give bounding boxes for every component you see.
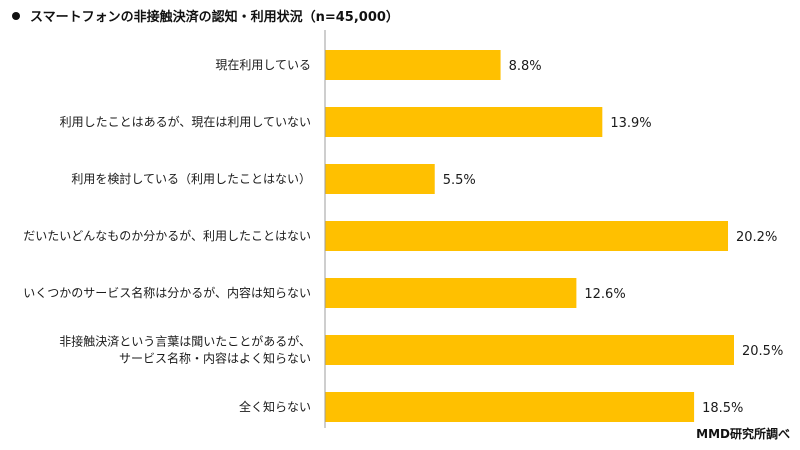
data-label-1: 8.8%	[509, 59, 542, 74]
bar-5	[325, 278, 577, 308]
category-label-6-line-1: 非接触決済という言葉は聞いたことがあるが、	[59, 334, 311, 349]
bar-1	[325, 50, 501, 80]
category-label-5: いくつかのサービス名称は分かるが、内容は知らない	[23, 285, 311, 300]
data-label-7: 18.5%	[702, 401, 743, 416]
data-label-2: 13.9%	[610, 116, 651, 131]
data-label-4: 20.2%	[736, 230, 777, 245]
category-label-3: 利用を検討している（利用したことはない）	[71, 171, 311, 186]
bar-4	[325, 221, 729, 251]
category-label-7: 全く知らない	[239, 399, 311, 414]
bar-3	[325, 164, 435, 194]
category-label-4: だいたいどんなものか分かるが、利用したことはない	[23, 228, 311, 243]
data-label-3: 5.5%	[443, 173, 476, 188]
data-label-6: 20.5%	[742, 344, 783, 359]
chart-title: スマートフォンの非接触決済の認知・利用状況（n=45,000）	[12, 6, 399, 25]
bar-2	[325, 107, 603, 137]
chart-title-text: スマートフォンの非接触決済の認知・利用状況（n=45,000）	[30, 10, 399, 25]
bullet-icon	[12, 12, 20, 20]
bar-6	[325, 335, 734, 365]
category-label-6-line-2: サービス名称・内容はよく知らない	[119, 351, 311, 366]
category-label-1: 現在利用している	[215, 58, 311, 72]
category-label-2: 利用したことはあるが、現在は利用していない	[60, 114, 311, 129]
source-credit: MMD研究所調べ	[696, 427, 790, 441]
bar-7	[325, 392, 695, 422]
data-label-5: 12.6%	[584, 287, 625, 302]
